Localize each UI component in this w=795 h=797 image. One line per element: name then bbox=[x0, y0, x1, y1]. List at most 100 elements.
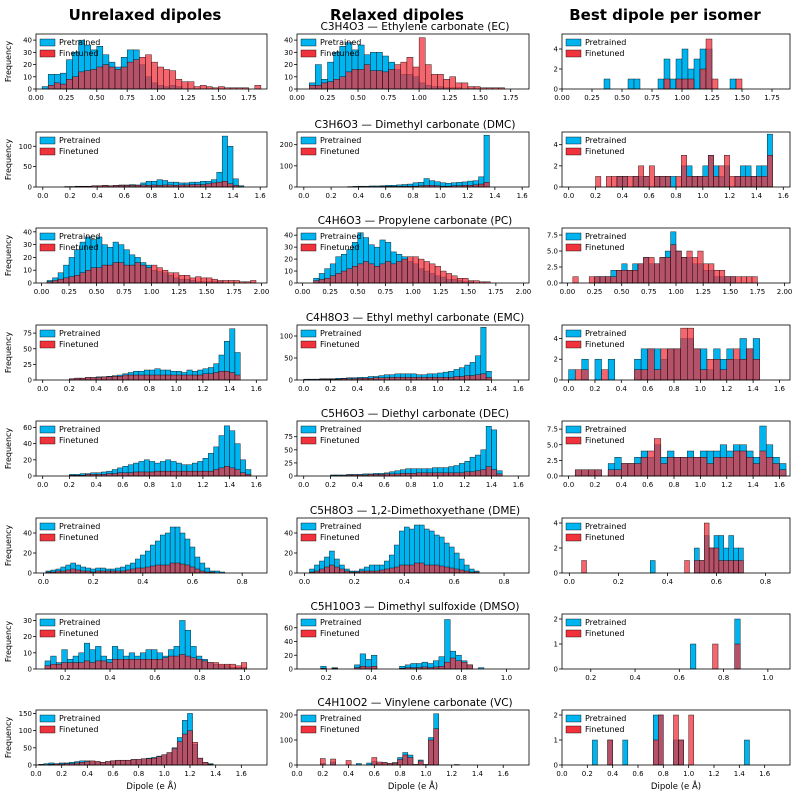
histogram-bar bbox=[738, 560, 744, 574]
histogram-bar bbox=[89, 760, 96, 766]
y-tick-label: 1 bbox=[554, 737, 558, 745]
histogram-bar bbox=[438, 666, 445, 670]
histogram-bar bbox=[151, 61, 158, 90]
histogram-bar bbox=[208, 373, 214, 381]
histogram-bar bbox=[385, 261, 392, 284]
y-tick-label: 10 bbox=[284, 73, 293, 81]
histogram-bar bbox=[224, 466, 230, 477]
histogram-bar bbox=[321, 82, 328, 90]
row-title: C3H4O3 — Ethylene carbonate (EC) bbox=[321, 21, 510, 33]
x-tick-label: 0.75 bbox=[116, 288, 132, 296]
x-tick-label: 1.6 bbox=[517, 192, 529, 200]
histogram-bar bbox=[101, 264, 108, 284]
subplot: 0.00 0.25 0.50 0.75 1.00 1.25 1.50 1.75 2.00 0 10 2… bbox=[284, 227, 531, 296]
histogram-bar bbox=[425, 64, 432, 90]
histogram-bar bbox=[166, 752, 173, 766]
histogram-bar bbox=[456, 278, 463, 284]
histogram-bar bbox=[616, 176, 623, 188]
x-tick-label: 0.50 bbox=[614, 288, 630, 296]
x-tick-label: 1.00 bbox=[674, 94, 690, 102]
subplot-row: C5H8O3 — 1,2-Dimethoxyethane (DME) 0.0 0.2… bbox=[4, 505, 791, 586]
x-tick-label: 1.0 bbox=[683, 770, 694, 778]
x-tick-label: 0.2 bbox=[88, 578, 99, 586]
histogram-bar bbox=[127, 472, 134, 477]
x-tick-label: 0.2 bbox=[325, 481, 336, 489]
y-tick-label: 50 bbox=[284, 446, 293, 454]
histogram-bar bbox=[691, 176, 698, 188]
y-tick-label: 0 bbox=[289, 280, 293, 288]
y-tick-label: 0 bbox=[28, 377, 32, 385]
histogram-bar bbox=[599, 276, 606, 284]
y-tick-label: 0.0 bbox=[547, 473, 558, 481]
y-tick-label: 30 bbox=[23, 617, 32, 625]
x-tick-label: 2.00 bbox=[777, 288, 793, 296]
histogram-bar bbox=[371, 666, 378, 670]
axes-frame bbox=[35, 324, 268, 381]
histogram-bar bbox=[581, 560, 587, 574]
histogram-bar bbox=[102, 64, 110, 90]
x-tick-label: 0.8 bbox=[670, 192, 681, 200]
y-tick-label: 40 bbox=[284, 232, 293, 240]
x-tick-label: 0.6 bbox=[380, 192, 392, 200]
histogram-bar bbox=[145, 54, 152, 90]
histogram-bar bbox=[434, 266, 441, 284]
histogram-bar bbox=[659, 176, 666, 188]
x-tick-label: 1.6 bbox=[513, 385, 525, 393]
x-tick-label: 0.00 bbox=[289, 94, 305, 102]
legend-swatch bbox=[39, 725, 56, 734]
histogram-bar bbox=[66, 79, 73, 90]
y-tick-label: 0 bbox=[289, 184, 293, 192]
histogram-bar bbox=[224, 663, 231, 670]
histogram-bar bbox=[110, 760, 116, 766]
histogram-bar bbox=[112, 262, 119, 284]
histogram-bar bbox=[329, 275, 336, 284]
histogram-bar bbox=[418, 37, 426, 90]
y-tick-label: 20 bbox=[284, 256, 293, 264]
histogram-bar bbox=[138, 471, 145, 477]
histogram-bar bbox=[96, 66, 104, 90]
legend-swatch bbox=[565, 243, 582, 252]
histogram-bar bbox=[371, 757, 378, 766]
histogram-bar bbox=[654, 263, 660, 284]
x-tick-label: 1.0 bbox=[695, 481, 706, 489]
histogram-bar bbox=[174, 562, 181, 574]
histogram-bar bbox=[643, 257, 650, 284]
x-tick-label: 0.2 bbox=[60, 674, 71, 682]
x-tick-label: 0.4 bbox=[352, 385, 364, 393]
histogram-bar bbox=[105, 761, 111, 766]
y-tick-label: 25 bbox=[284, 459, 293, 467]
histogram-bar bbox=[719, 369, 727, 381]
legend-label: Pretrained bbox=[320, 136, 361, 145]
histogram-bar bbox=[171, 748, 178, 766]
histogram-bar bbox=[464, 375, 471, 381]
x-tick-label: 1.50 bbox=[472, 94, 488, 102]
x-tick-label: 0.8 bbox=[395, 770, 406, 778]
legend-label: Pretrained bbox=[59, 522, 100, 531]
histogram-bar bbox=[419, 562, 425, 574]
histogram-bar bbox=[438, 565, 445, 574]
histogram-bar bbox=[61, 662, 68, 670]
x-tick-label: 1.2 bbox=[459, 385, 470, 393]
histogram-bar bbox=[766, 457, 774, 477]
subplot-row: C5H6O3 — Diethyl carbonate (DEC)0.0 0.2 0.… bbox=[4, 408, 791, 489]
histogram-bar bbox=[407, 757, 414, 766]
y-tick-label: 40 bbox=[284, 638, 293, 646]
x-tick-label: 0.75 bbox=[644, 94, 660, 102]
legend-swatch bbox=[39, 329, 56, 338]
histogram-bar bbox=[702, 263, 709, 284]
histogram-bar bbox=[363, 64, 371, 90]
histogram-bar bbox=[229, 372, 236, 381]
axes-frame bbox=[35, 709, 268, 766]
histogram-bar bbox=[756, 176, 763, 188]
histogram-bar bbox=[376, 70, 383, 90]
x-tick-label: 0.6 bbox=[411, 674, 423, 682]
x-tick-label: 1.0 bbox=[697, 192, 708, 200]
histogram-bar bbox=[120, 759, 127, 766]
histogram-bar bbox=[213, 469, 220, 477]
legend-swatch bbox=[300, 436, 317, 445]
y-tick-label: 50 bbox=[23, 744, 32, 752]
histogram-bar bbox=[616, 270, 622, 284]
legend: Pretrained Finetuned bbox=[565, 425, 626, 445]
histogram-bar bbox=[376, 761, 383, 766]
histogram-bar bbox=[165, 470, 172, 477]
